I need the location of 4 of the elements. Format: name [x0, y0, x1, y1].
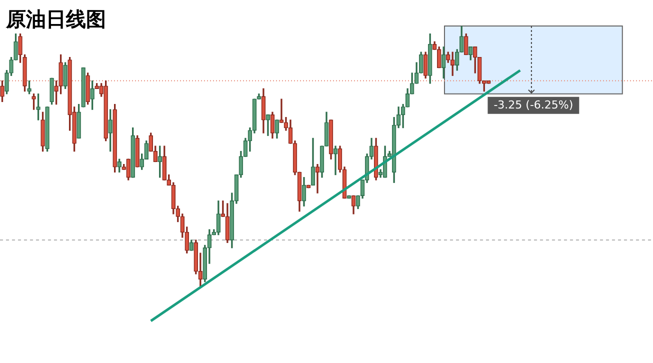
candlestick [315, 164, 320, 194]
candlestick [333, 146, 338, 176]
band-label: -3.25 (-6.25%) [494, 98, 574, 112]
chart-title: 原油日线图 [6, 6, 106, 33]
